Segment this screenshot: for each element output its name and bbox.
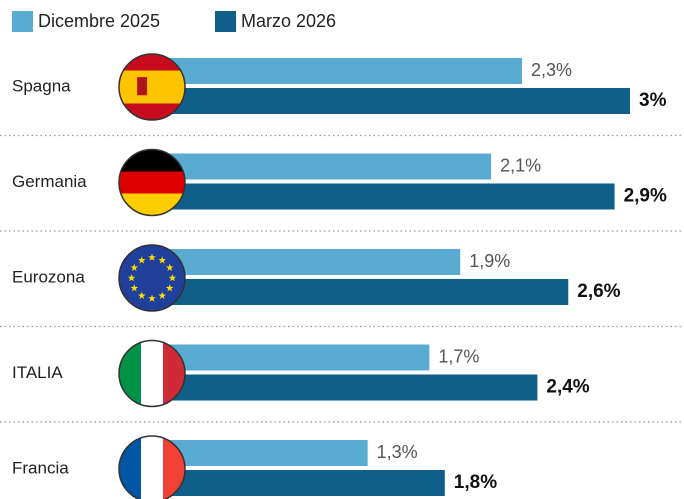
flag-border [118,244,186,312]
flag-star [158,256,166,264]
flag-border [118,435,186,499]
flag [119,54,185,120]
flag-border [118,53,186,121]
value-label: 3% [639,90,667,111]
flag-part [119,70,185,104]
value-label: 1,8% [454,472,497,493]
flag-border [118,148,186,217]
value-label: 2,9% [624,186,667,207]
value-label: 2,6% [577,281,620,302]
value-label: 1,3% [377,442,418,462]
flag-star [148,294,156,302]
bar [167,440,368,466]
flag [119,340,185,407]
flag-star [168,274,177,282]
bar [167,58,522,84]
flag-border [118,339,186,408]
flag-star [138,291,146,299]
flag-part [137,77,148,96]
flag-part [119,171,185,195]
value-label: 1,7% [438,346,479,366]
value-label: 1,9% [469,251,510,271]
flag [119,245,185,311]
flag-star [127,274,136,282]
flag-part [119,193,185,216]
flag-star [130,263,139,271]
bar [167,374,538,401]
bar [167,88,630,114]
legend-swatch [12,11,33,32]
bar [167,470,445,496]
flag-part [163,340,185,407]
bar [167,183,615,210]
category-label: Francia [12,458,69,477]
flag-star [138,256,146,264]
category-label: Spagna [12,76,71,95]
flag-part [141,436,164,499]
flag-part [119,340,142,407]
flag-star [165,284,174,292]
bar [167,249,461,275]
flag-star [165,263,174,271]
legend-label: Marzo 2026 [241,11,336,31]
category-label: Germania [12,172,87,191]
bar [167,279,569,305]
flag-part [119,436,142,499]
bar [167,153,492,180]
value-label: 2,4% [546,377,589,398]
flag-part [119,149,185,173]
flag-star [130,284,139,292]
legend-label: Dicembre 2025 [38,11,160,31]
category-label: Eurozona [12,267,85,286]
category-label: ITALIA [12,363,63,382]
legend-swatch [215,11,236,32]
value-label: 2,1% [500,155,541,175]
flag [119,149,185,216]
flag [119,436,185,499]
flag-star [148,253,156,261]
flag-part [141,340,164,407]
value-label: 2,3% [531,60,572,80]
bar [167,344,430,371]
flag-star [158,291,166,299]
